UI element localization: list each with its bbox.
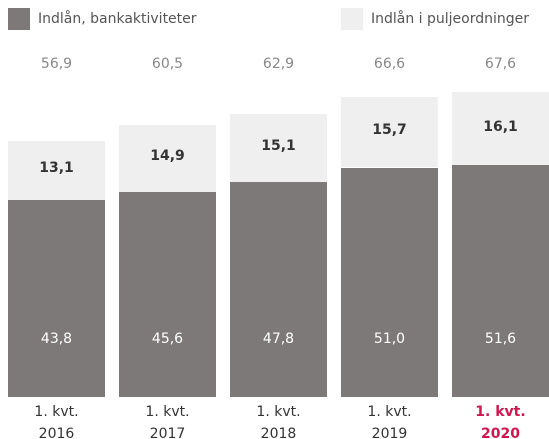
total-label: 66,6: [373, 56, 406, 72]
legend-label: Indlån, bankaktiviteter: [38, 11, 197, 27]
value-label: 16,1: [483, 118, 518, 135]
x-tick-label: 1. kvt. 2017: [145, 404, 190, 439]
legend-label: Indlån i puljeordninger: [371, 11, 530, 27]
legend-swatch: [8, 8, 30, 30]
x-tick-label: 1. kvt. 2018: [256, 404, 301, 439]
value-label: 51,6: [484, 331, 517, 347]
bar-segment: [119, 124, 216, 192]
value-label: 14,9: [150, 148, 185, 165]
value-label: 15,7: [372, 122, 407, 139]
bar-segment: [119, 191, 216, 397]
value-label: 45,6: [151, 331, 184, 347]
value-label: 43,8: [40, 331, 73, 347]
bar-segment: [8, 140, 105, 200]
bar-segment: [452, 164, 549, 397]
bar-segment: [230, 181, 327, 397]
bar-segment: [341, 96, 438, 168]
value-label: 51,0: [373, 331, 406, 347]
x-tick-label: 1. kvt. 2016: [34, 404, 79, 439]
total-label: 62,9: [262, 56, 295, 72]
value-label: 47,8: [262, 331, 295, 347]
legend-swatch: [341, 8, 363, 30]
bar-segment: [341, 167, 438, 397]
value-label: 13,1: [39, 160, 74, 177]
total-label: 56,9: [40, 56, 73, 72]
bar-segment: [8, 199, 105, 397]
bar-segment: [230, 113, 327, 182]
x-tick-label: 1. kvt. 2020: [475, 404, 526, 439]
x-tick-label: 1. kvt. 2019: [367, 404, 412, 439]
total-label: 67,6: [484, 56, 517, 72]
total-label: 60,5: [151, 56, 184, 72]
bar-segment: [452, 92, 549, 165]
value-label: 15,1: [261, 137, 296, 154]
